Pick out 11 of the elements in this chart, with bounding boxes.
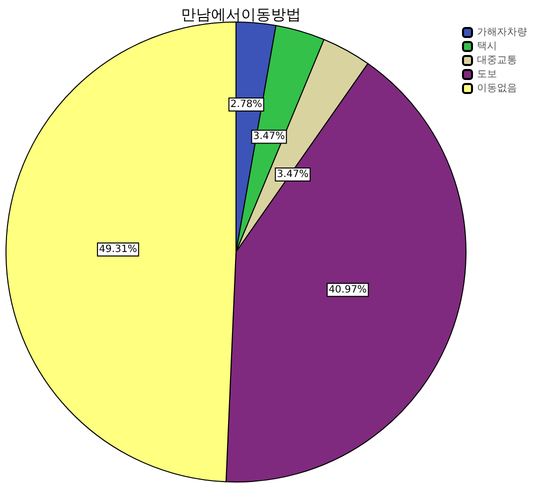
data-label: 3.47% <box>276 169 309 180</box>
data-label: 3.47% <box>253 131 285 142</box>
legend-label: 택시 <box>477 41 497 52</box>
legend-label: 대중교통 <box>477 55 517 66</box>
legend-label: 도보 <box>477 69 497 80</box>
data-label: 2.78% <box>230 98 262 110</box>
legend-label: 가해자차량 <box>477 27 527 38</box>
chart-title: 만남에서이동방법 <box>181 6 301 24</box>
data-label: 49.31% <box>98 244 138 255</box>
data-label: 40.97% <box>328 284 367 296</box>
legend-label: 이동없음 <box>477 83 517 94</box>
